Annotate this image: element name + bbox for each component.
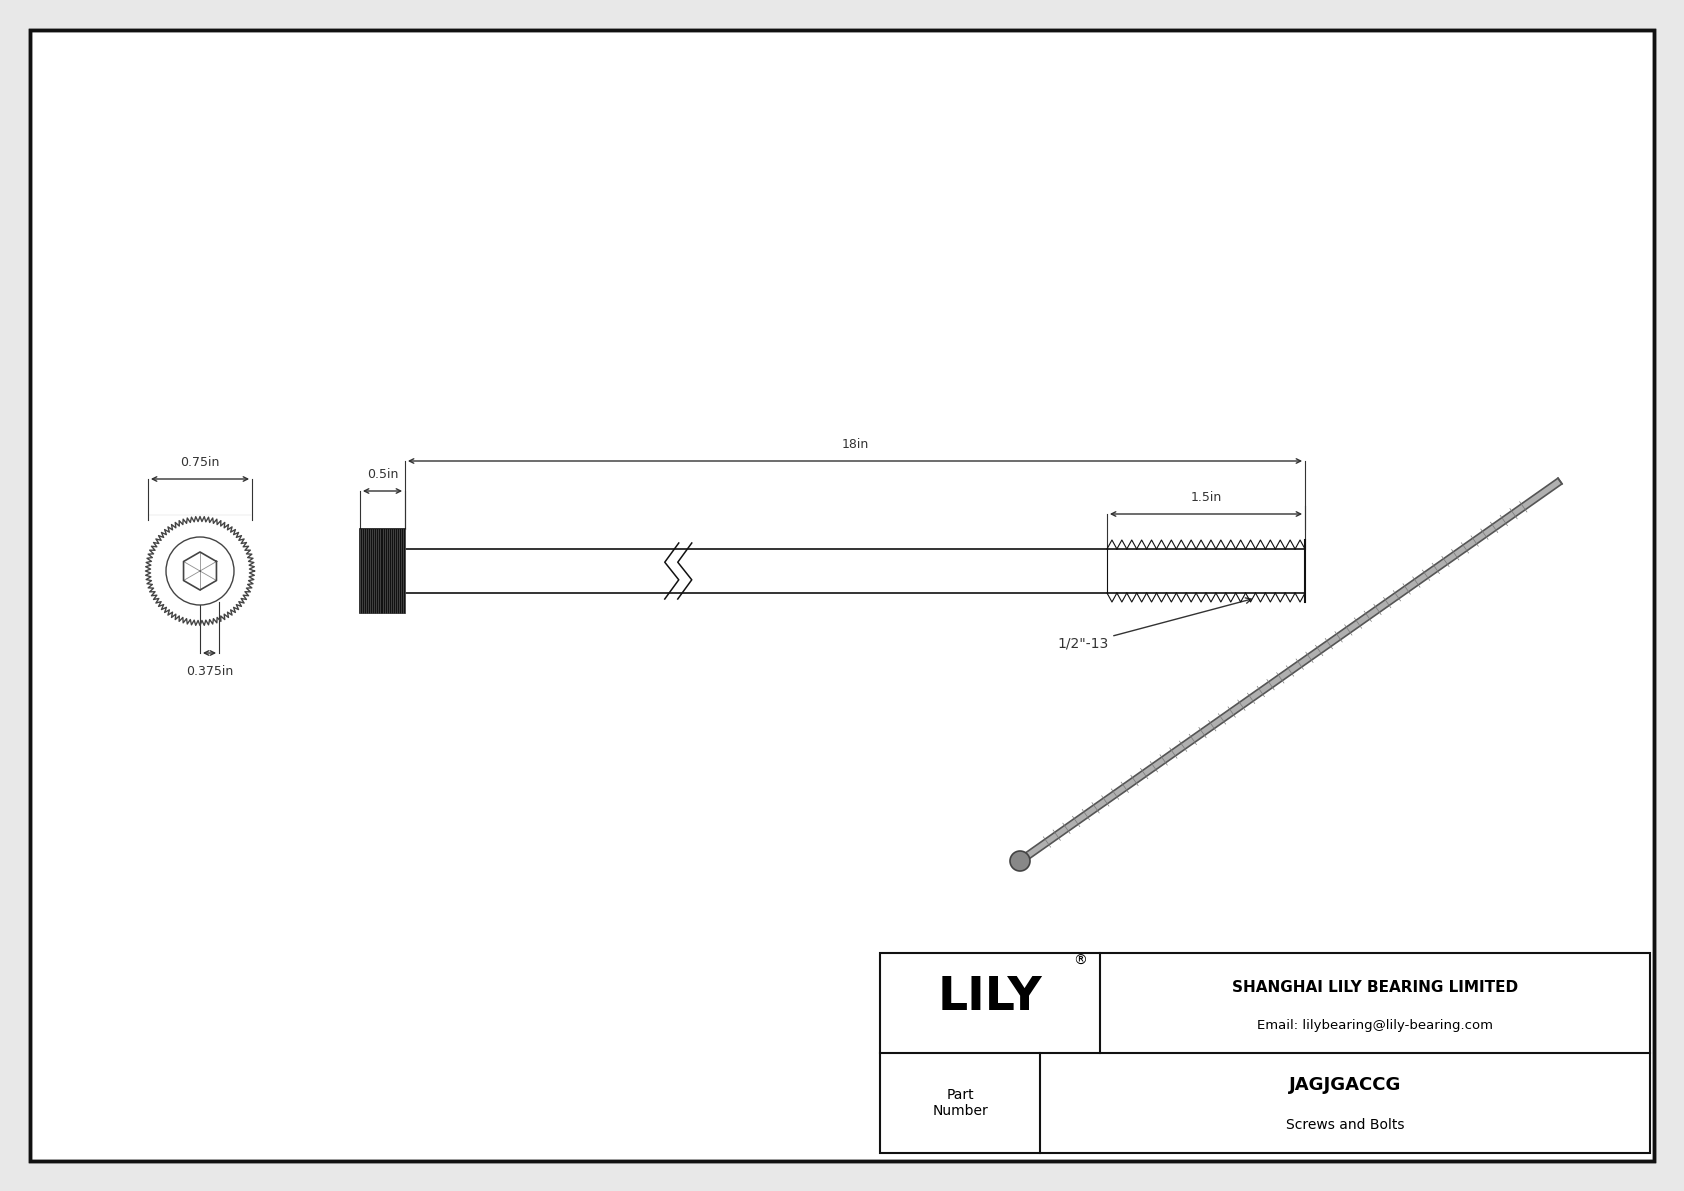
Bar (360, 529, 404, 613)
Text: 0.375in: 0.375in (185, 665, 232, 678)
Circle shape (167, 537, 234, 605)
Bar (881, 953, 1650, 1153)
Text: Screws and Bolts: Screws and Bolts (1287, 1118, 1404, 1131)
Text: 0.5in: 0.5in (367, 468, 397, 481)
Text: 0.75in: 0.75in (180, 456, 219, 469)
Text: LILY: LILY (938, 975, 1042, 1021)
Text: SHANGHAI LILY BEARING LIMITED: SHANGHAI LILY BEARING LIMITED (1233, 980, 1517, 996)
Text: JAGJGACCG: JAGJGACCG (1288, 1075, 1401, 1095)
Circle shape (1010, 852, 1031, 871)
Text: 1/2"-13: 1/2"-13 (1058, 598, 1251, 651)
Polygon shape (1019, 478, 1563, 863)
Text: Part
Number: Part Number (933, 1087, 989, 1118)
Text: ®: ® (1073, 954, 1086, 968)
Text: 18in: 18in (842, 438, 869, 451)
Text: 1.5in: 1.5in (1191, 491, 1221, 504)
Text: Email: lilybearing@lily-bearing.com: Email: lilybearing@lily-bearing.com (1256, 1018, 1494, 1031)
